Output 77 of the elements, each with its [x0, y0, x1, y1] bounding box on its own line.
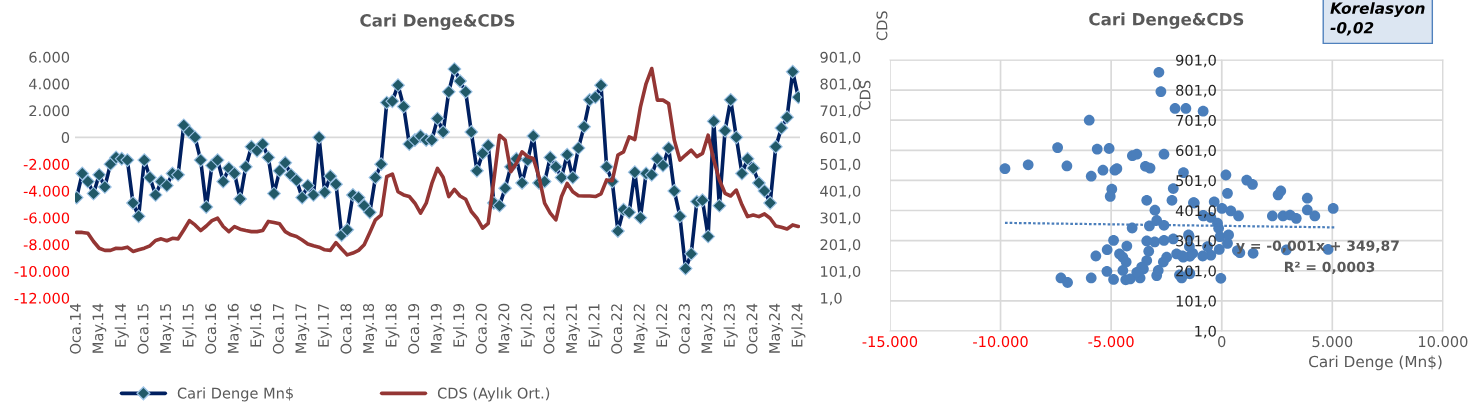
x-tick-label: May.14: [92, 303, 107, 353]
text: Korelasyon -0,02: [1330, 2, 1425, 36]
y-tick-label: 6.000: [29, 51, 70, 63]
x-axis-title: Cari Denge (Mn$): [1309, 355, 1442, 371]
annotation: y = -0,001x + 349,87: [1236, 240, 1399, 254]
x-tick-label: Eyl.23: [723, 304, 738, 347]
x-tick-label: Eyl.16: [250, 303, 265, 347]
y-tick-label: 1,0: [1195, 325, 1216, 339]
x-tick-label: May.15: [160, 304, 174, 353]
y-tick-label: -4.000: [23, 185, 70, 197]
x-tick-label: Oca.19: [408, 303, 420, 354]
y2-tick-label: 601,0: [820, 132, 861, 145]
x-tick-label: Eyl.15: [182, 304, 197, 347]
y-tick-label: 801,0: [1176, 84, 1216, 98]
x-tick-label: Eyl.14: [114, 303, 129, 347]
y2-tick-label: 201,0: [820, 239, 861, 252]
x-tick-label: Eyl.20: [520, 303, 535, 347]
x-tick-label: 5.000: [1312, 336, 1353, 348]
x-tick-label: May.23: [701, 304, 716, 353]
y2-tick-label: 301,0: [820, 212, 861, 225]
x-tick-label: Oca.20: [475, 303, 487, 354]
y-tick-label: -8.000: [23, 239, 70, 251]
y2-tick-label: 101,0: [821, 265, 861, 279]
y-tick-label: -12.000: [14, 292, 70, 304]
y2-tick-label: 501,0: [820, 158, 861, 172]
y2-axis-title: CDS: [876, 11, 888, 41]
y-tick-label: -6.000: [23, 212, 70, 224]
x-tick-label: Eyl.22: [655, 304, 671, 347]
x-tick-label: -5.000: [1088, 336, 1134, 348]
x-tick-label: Oca.23: [678, 304, 690, 354]
x-tick-label: May.21: [566, 304, 580, 353]
y-tick-label: 501,0: [1176, 175, 1216, 188]
x-tick-label: Oca.22: [611, 304, 623, 354]
y-tick-label: -2.000: [23, 158, 70, 170]
x-tick-label: Oca.24: [746, 303, 758, 354]
y2-tick-label: 701,0: [820, 105, 861, 118]
y2-tick-label: 1,0: [821, 292, 842, 306]
x-tick-label: Oca.15: [137, 304, 149, 354]
y-tick-label: 101,0: [1176, 295, 1216, 309]
y-tick-label: 701,0: [1176, 114, 1216, 128]
y-tick-label: 2.000: [29, 105, 70, 117]
y-tick-label: 4.000: [29, 78, 70, 90]
annotation: R² = 0,0003: [1284, 261, 1375, 274]
x-tick-label: Oca.21: [543, 304, 555, 354]
x-tick-label: 10.000: [1418, 336, 1468, 348]
y-axis-title: CDS: [859, 80, 871, 110]
x-tick-label: -15.000: [862, 336, 918, 348]
y-tick-label: 601,0: [1176, 145, 1216, 158]
x-tick-label: May.19: [430, 303, 445, 353]
x-tick-label: May.16: [227, 303, 242, 353]
x-tick-label: May.18: [363, 303, 377, 353]
y-tick-label: 401,0: [1175, 205, 1216, 218]
x-tick-label: May.24: [768, 303, 783, 353]
y2-tick-label: 801,0: [820, 78, 861, 92]
x-tick-label: -10.000: [973, 336, 1028, 348]
x-tick-label: Eyl.24: [791, 303, 806, 347]
x-tick-label: Oca.16: [205, 303, 217, 354]
y2-tick-label: 901,0: [820, 51, 861, 65]
x-tick-label: May.20: [498, 303, 513, 353]
legend-label: Cari Denge Mn$: [177, 387, 293, 402]
x-tick-label: Eyl.17: [317, 304, 332, 347]
x-tick-label: 0: [1218, 336, 1226, 348]
x-tick-label: Oca.18: [340, 303, 352, 354]
chart-title: Cari Denge&CDS: [1089, 12, 1244, 29]
chart-title: Cari Denge&CDS: [360, 13, 515, 31]
x-tick-label: Oca.14: [69, 303, 81, 354]
y2-tick-label: 401,0: [820, 185, 861, 199]
x-tick-label: Oca.17: [272, 304, 284, 354]
x-tick-label: Eyl.21: [588, 304, 603, 347]
x-tick-label: May.22: [633, 304, 648, 353]
legend-label: CDS (Aylık Ort.): [437, 387, 550, 402]
x-tick-label: Eyl.19: [452, 303, 468, 347]
x-tick-label: Eyl.18: [385, 303, 400, 347]
y-tick-label: 0: [61, 132, 70, 144]
x-tick-label: May.17: [295, 304, 310, 353]
y-tick-label: -10.000: [14, 265, 70, 277]
y-tick-label: 901,0: [1176, 54, 1216, 68]
